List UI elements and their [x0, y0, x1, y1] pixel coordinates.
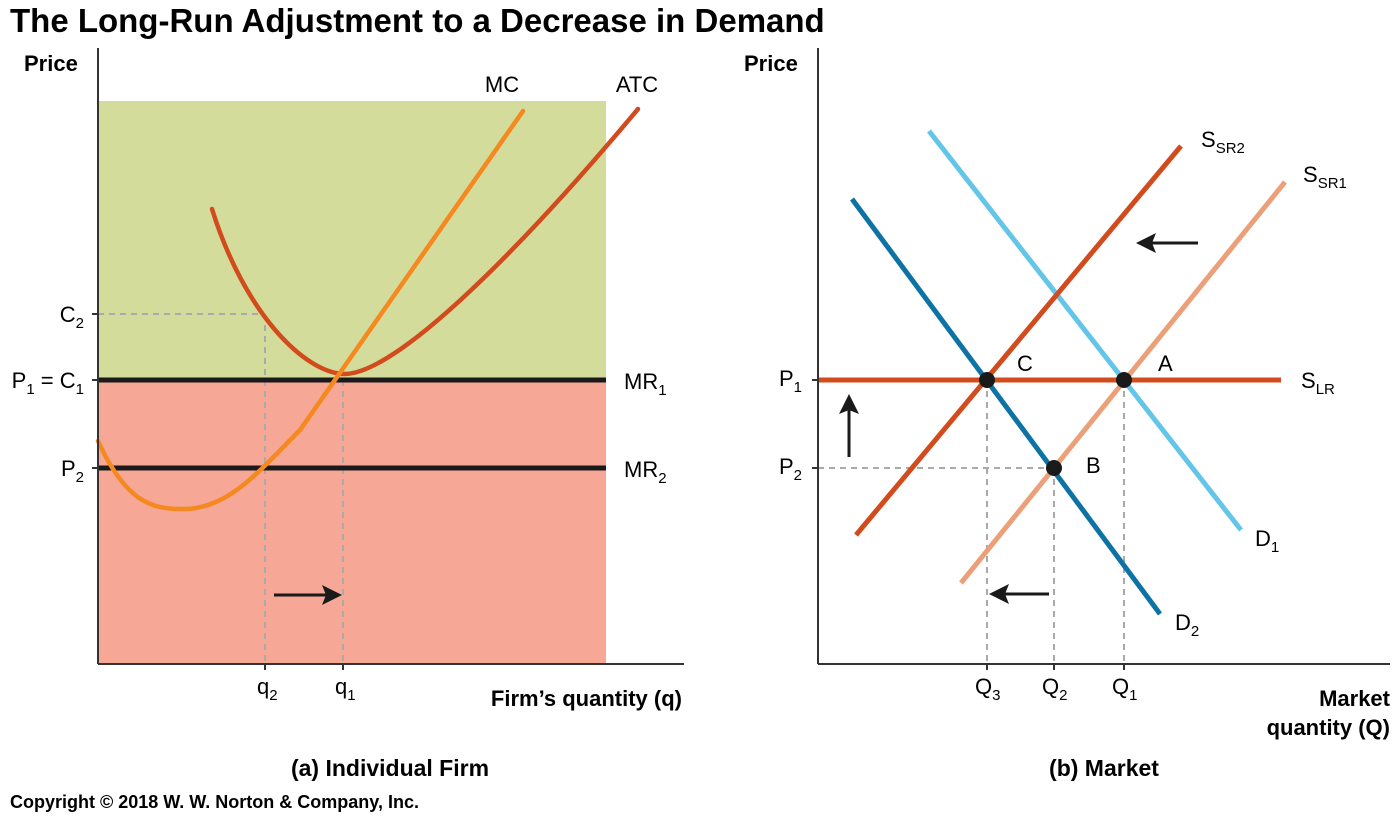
panel-b-caption: (b) Market	[1049, 755, 1159, 781]
mr2-label: MR2	[624, 457, 667, 487]
panel-a-y-axis-label: Price	[24, 51, 78, 76]
d2-label: D2	[1175, 610, 1199, 640]
s-sr1-label: SSR1	[1303, 162, 1347, 192]
q1-label: q1	[335, 674, 356, 704]
atc-label: ATC	[616, 72, 658, 97]
d2-curve	[849, 197, 1163, 616]
s-sr2-label: SSR2	[1201, 127, 1245, 157]
p2-label: P2	[61, 456, 84, 486]
panel-b-x-axis-label-line1: Market	[1319, 686, 1391, 711]
loss-region	[98, 380, 606, 664]
point-b-label: B	[1086, 453, 1101, 478]
point-c-label: C	[1017, 351, 1033, 376]
point-b	[1046, 460, 1062, 476]
panel-a: Price Firm’s quantity (q) MC ATC C2 P1 =…	[12, 48, 684, 781]
q1-market-label: Q1	[1112, 674, 1137, 704]
q2-label: q2	[257, 674, 278, 704]
q2-market-label: Q2	[1042, 674, 1067, 704]
panel-b: Price Market quantity (Q) SSR2 SSR1 SLR …	[744, 48, 1391, 781]
chart-title: The Long-Run Adjustment to a Decrease in…	[10, 2, 825, 39]
q3-label: Q3	[975, 674, 1000, 704]
panel-b-y-axis-label: Price	[744, 51, 798, 76]
mc-curve	[95, 108, 526, 512]
s-lr-label: SLR	[1301, 368, 1335, 398]
d1-label: D1	[1255, 526, 1279, 556]
point-c	[979, 372, 995, 388]
d1-curve	[927, 129, 1243, 532]
copyright-notice: Copyright © 2018 W. W. Norton & Company,…	[10, 792, 419, 812]
p1-equals-c1-label: P1 = C1	[12, 368, 84, 398]
panel-a-x-axis-label: Firm’s quantity (q)	[491, 686, 682, 711]
mr1-label: MR1	[624, 369, 667, 399]
profit-region	[98, 101, 606, 380]
point-a	[1116, 372, 1132, 388]
p1-market-label: P1	[779, 366, 802, 396]
p2-market-label: P2	[779, 454, 802, 484]
s-sr2-curve	[854, 144, 1183, 537]
panel-b-x-axis-label-line2: quantity (Q)	[1267, 715, 1390, 740]
atc-curve	[209, 106, 641, 377]
mc-label: MC	[485, 72, 519, 97]
panel-a-caption: (a) Individual Firm	[291, 755, 489, 781]
point-a-label: A	[1158, 351, 1173, 376]
c2-label: C2	[60, 302, 84, 332]
